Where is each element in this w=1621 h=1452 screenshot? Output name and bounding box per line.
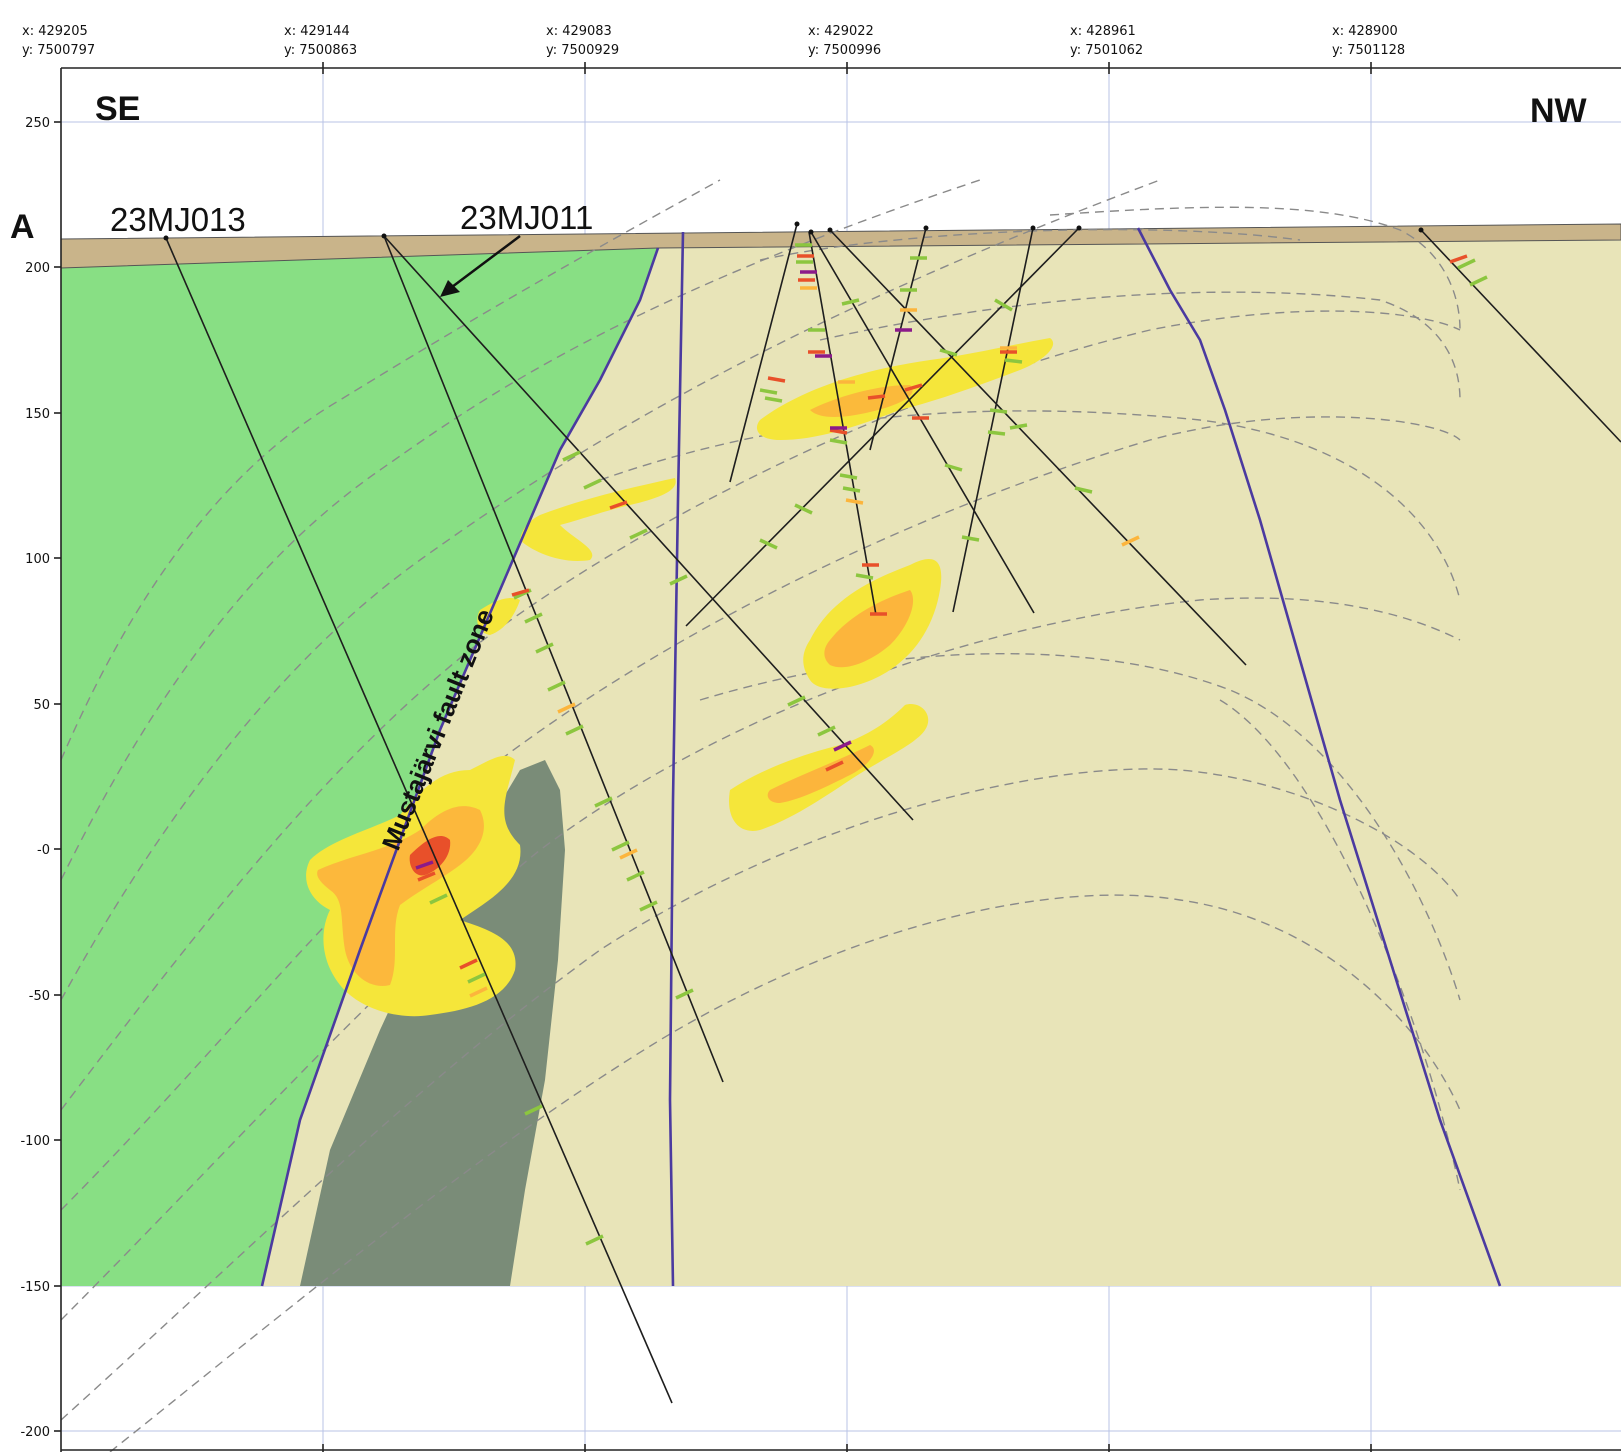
drillhole-trace: [869, 227, 927, 451]
elevation-label: -100: [20, 1134, 50, 1149]
fault-line-mustajarvi: [260, 247, 660, 1287]
direction-label-nw: NW: [1530, 92, 1588, 130]
drillhole-trace: [1420, 229, 1621, 443]
drillhole-label: 23MJ013: [110, 201, 246, 238]
elevation-label: 50: [33, 698, 50, 713]
anomaly-zone-mid: [767, 745, 874, 803]
elevation-label: 250: [25, 116, 50, 131]
elevation-axis: 250 200 150 100 50 -0 -50 -100 -150 -200: [20, 116, 50, 1440]
coordinate-y-label: y: 7501128: [1332, 43, 1405, 58]
drillhole-trace-23mj011a: [383, 235, 724, 1083]
coordinate-x-label: x: 429083: [546, 24, 612, 39]
frame: [54, 62, 1621, 1452]
coordinate-y-label: y: 7500929: [546, 43, 619, 58]
fault-lines: [260, 227, 1502, 1287]
elevation-label: 150: [25, 407, 50, 422]
anomaly-zone-low: [477, 598, 520, 635]
drillhole-trace-23mj013: [165, 237, 673, 1404]
fault-line-central: [668, 231, 685, 1287]
drillhole-trace: [810, 231, 1035, 614]
coordinate-x-label: x: 428961: [1070, 24, 1136, 39]
elevation-label: 200: [25, 261, 50, 276]
coordinate-x-label: x: 429144: [284, 24, 350, 39]
direction-label-se: SE: [95, 90, 140, 128]
elevation-label: -150: [20, 1280, 50, 1295]
coordinate-x-label: x: 428900: [1332, 24, 1398, 39]
elevation-label: -200: [20, 1425, 50, 1440]
coordinate-y-label: y: 7500996: [808, 43, 881, 58]
assay-intercepts: [415, 243, 1488, 1246]
drillhole-trace: [808, 231, 877, 616]
coordinate-x-label: x: 429022: [808, 24, 874, 39]
elevation-label: -0: [37, 843, 50, 858]
drillhole-trace: [729, 223, 798, 483]
coordinate-y-label: y: 7500863: [284, 43, 357, 58]
section-label: A: [10, 208, 35, 246]
drillhole-trace: [685, 227, 1080, 627]
coordinate-y-label: y: 7501062: [1070, 43, 1143, 58]
foliation-lines: [60, 179, 1461, 1452]
drillhole-trace: [829, 229, 1247, 666]
greenstone-unit: [61, 248, 658, 1286]
anomaly-zone-low: [520, 478, 676, 561]
fault-line-northwest: [1136, 227, 1502, 1287]
elevation-label: 100: [25, 552, 50, 567]
anomaly-zone-mid: [824, 590, 914, 668]
drillhole-trace: [952, 227, 1034, 613]
anomaly-zone-mid: [810, 385, 913, 417]
drillhole-traces: [163, 221, 1621, 1404]
elevation-label: -50: [29, 989, 50, 1004]
coordinate-x-label: x: 429205: [22, 24, 88, 39]
coordinate-y-label: y: 7500797: [22, 43, 95, 58]
drillhole-label: 23MJ011: [460, 199, 593, 236]
coordinate-axis: x: 429205 y: 7500797 x: 429144 y: 750086…: [22, 24, 1405, 58]
drillhole-trace-23mj011b: [383, 235, 914, 821]
drillhole-pointer: [440, 235, 521, 297]
